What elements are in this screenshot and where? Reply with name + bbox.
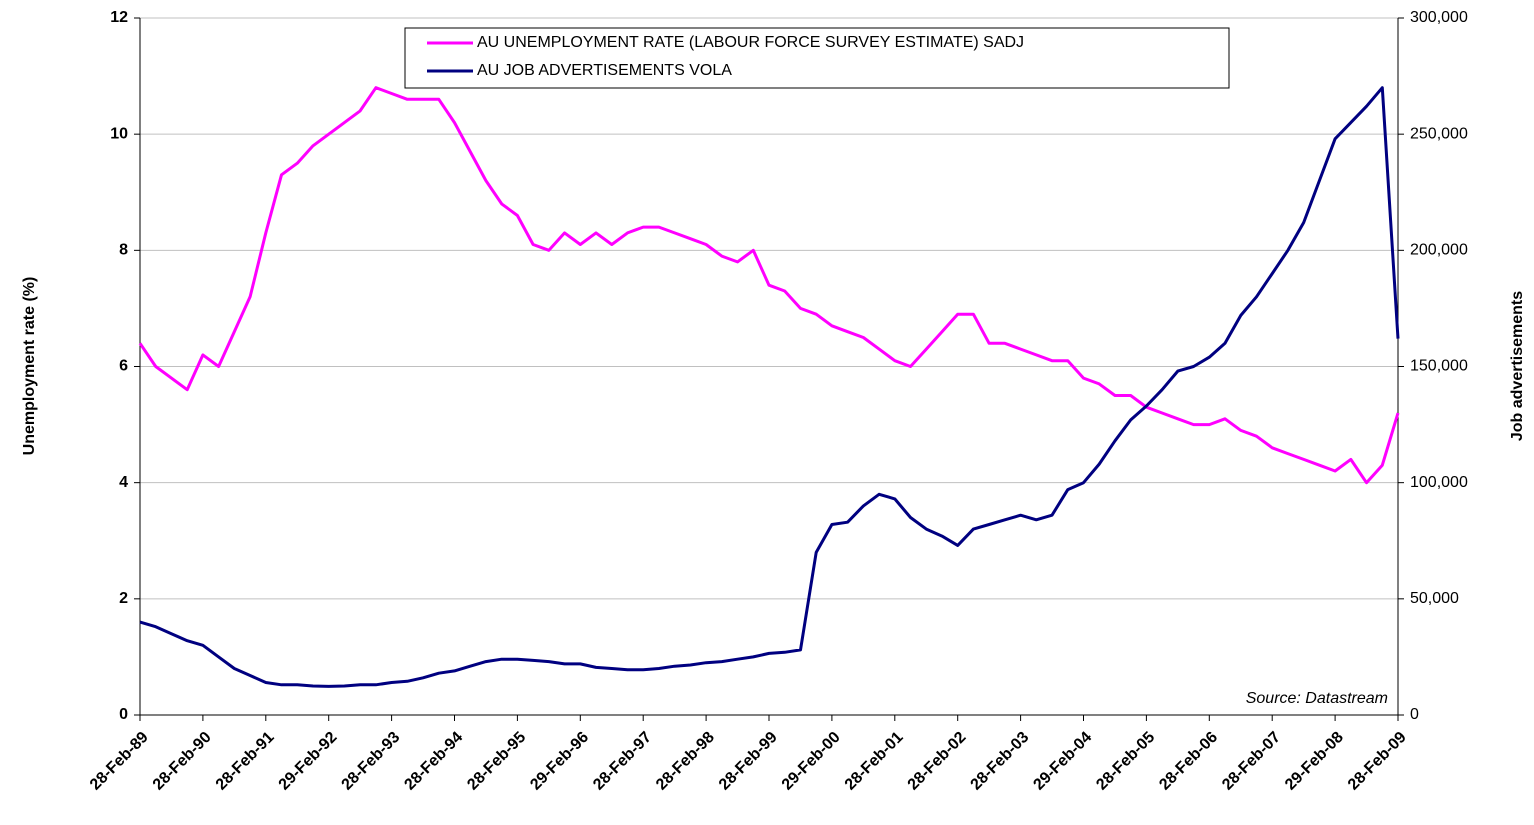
y2-tick-label: 300,000 (1410, 9, 1468, 26)
y-axis-title: Unemployment rate (%) (21, 277, 38, 456)
y-tick-label: 4 (119, 474, 128, 491)
y2-tick-label: 100,000 (1410, 474, 1468, 491)
source-note: Source: Datastream (1246, 690, 1388, 707)
y2-axis-title: Job advertisements (1509, 291, 1526, 441)
series-line (138, 86, 1400, 485)
y-tick-label: 10 (110, 125, 128, 142)
y-tick-label: 6 (119, 358, 128, 375)
y-tick-label: 2 (119, 590, 128, 607)
y2-tick-label: 250,000 (1410, 125, 1468, 142)
y2-tick-label: 0 (1410, 706, 1419, 723)
y-tick-label: 0 (119, 706, 128, 723)
series-line (139, 86, 1400, 688)
y-tick-label: 12 (110, 9, 128, 26)
legend-label: AU UNEMPLOYMENT RATE (LABOUR FORCE SURVE… (477, 34, 1024, 51)
legend-box (404, 27, 1230, 89)
y2-tick-label: 150,000 (1410, 358, 1468, 375)
y2-tick-label: 50,000 (1410, 590, 1459, 607)
legend-label: AU JOB ADVERTISEMENTS VOLA (477, 62, 732, 79)
y2-tick-label: 200,000 (1410, 242, 1468, 259)
y-tick-label: 8 (119, 242, 128, 259)
